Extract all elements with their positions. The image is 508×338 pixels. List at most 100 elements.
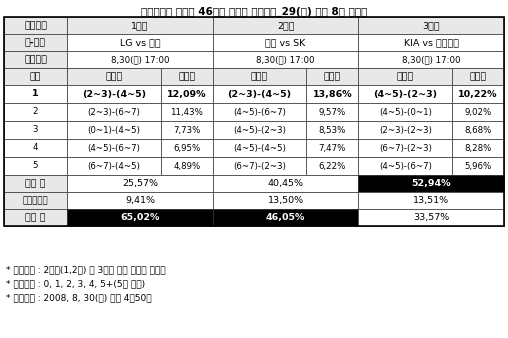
- Bar: [358, 34, 504, 51]
- Bar: [4, 68, 67, 85]
- Bar: [452, 121, 504, 139]
- Text: 52,94%: 52,94%: [411, 179, 451, 188]
- Bar: [4, 34, 67, 51]
- Bar: [306, 68, 358, 85]
- Bar: [452, 157, 504, 175]
- Bar: [306, 121, 358, 139]
- Bar: [161, 157, 213, 175]
- Bar: [213, 103, 306, 121]
- Bar: [306, 157, 358, 175]
- Bar: [213, 85, 306, 103]
- Text: (0~1)-(4~5): (0~1)-(4~5): [87, 125, 140, 135]
- Bar: [4, 121, 67, 139]
- Bar: [67, 34, 213, 51]
- Bar: [452, 139, 504, 157]
- Text: 경기일시: 경기일시: [24, 55, 47, 64]
- Text: 2경기: 2경기: [277, 21, 294, 30]
- Text: 25,57%: 25,57%: [122, 179, 158, 188]
- Bar: [358, 157, 452, 175]
- Text: 홈-원정: 홈-원정: [25, 38, 46, 47]
- Bar: [213, 157, 306, 175]
- Bar: [358, 51, 504, 68]
- Text: (2~3)-(4~5): (2~3)-(4~5): [228, 90, 292, 98]
- Text: * 게임방식 : 2경기(1,2번) 및 3경기 최종 스코어 맞히기: * 게임방식 : 2경기(1,2번) 및 3경기 최종 스코어 맞히기: [6, 265, 166, 274]
- Bar: [67, 51, 213, 68]
- Bar: [213, 17, 358, 34]
- Text: 투표율: 투표율: [469, 72, 487, 81]
- Bar: [67, 209, 213, 226]
- Text: 8,30(토) 17:00: 8,30(토) 17:00: [257, 55, 315, 64]
- Text: 8,53%: 8,53%: [319, 125, 346, 135]
- Text: (2~3)-(2~3): (2~3)-(2~3): [379, 125, 432, 135]
- Text: (4~5)-(6~7): (4~5)-(6~7): [379, 162, 432, 170]
- Bar: [161, 85, 213, 103]
- Bar: [4, 17, 504, 226]
- Text: 같은점수대: 같은점수대: [23, 196, 48, 205]
- Text: 한화 vs SK: 한화 vs SK: [266, 38, 306, 47]
- Text: 7,47%: 7,47%: [319, 144, 346, 152]
- Text: LG vs 두산: LG vs 두산: [120, 38, 161, 47]
- Text: 40,45%: 40,45%: [268, 179, 304, 188]
- Bar: [4, 209, 67, 226]
- Text: 투표율: 투표율: [324, 72, 341, 81]
- Bar: [213, 192, 358, 209]
- Text: 9,02%: 9,02%: [464, 107, 492, 117]
- Text: 6,95%: 6,95%: [173, 144, 201, 152]
- Text: 7,73%: 7,73%: [173, 125, 201, 135]
- Text: 13,86%: 13,86%: [312, 90, 352, 98]
- Text: 1경기: 1경기: [131, 21, 149, 30]
- Bar: [358, 103, 452, 121]
- Bar: [67, 121, 161, 139]
- Bar: [161, 139, 213, 157]
- Text: (6~7)-(4~5): (6~7)-(4~5): [87, 162, 140, 170]
- Text: (6~7)-(2~3): (6~7)-(2~3): [233, 162, 286, 170]
- Text: 6,22%: 6,22%: [319, 162, 346, 170]
- Text: 홈팀 승: 홈팀 승: [25, 179, 46, 188]
- Bar: [358, 85, 452, 103]
- Text: (4~5)-(6~7): (4~5)-(6~7): [233, 107, 286, 117]
- Text: 8,30(토) 17:00: 8,30(토) 17:00: [402, 55, 460, 64]
- Bar: [67, 175, 213, 192]
- Bar: [4, 139, 67, 157]
- Text: * 표기방식 : 0, 1, 2, 3, 4, 5+(5점 이상): * 표기방식 : 0, 1, 2, 3, 4, 5+(5점 이상): [6, 279, 145, 288]
- Text: 5: 5: [33, 162, 38, 170]
- Bar: [4, 175, 67, 192]
- Bar: [213, 51, 358, 68]
- Bar: [306, 103, 358, 121]
- Text: (4~5)-(0~1): (4~5)-(0~1): [379, 107, 432, 117]
- Text: 경기번호: 경기번호: [24, 21, 47, 30]
- Text: 11,43%: 11,43%: [170, 107, 203, 117]
- Bar: [452, 85, 504, 103]
- Bar: [67, 68, 161, 85]
- Bar: [358, 68, 452, 85]
- Bar: [452, 103, 504, 121]
- Text: 4,89%: 4,89%: [173, 162, 201, 170]
- Text: 점수대: 점수대: [251, 72, 268, 81]
- Text: (4~5)-(4~5): (4~5)-(4~5): [233, 144, 286, 152]
- Text: (4~5)-(2~3): (4~5)-(2~3): [373, 90, 437, 98]
- Text: 점수대: 점수대: [105, 72, 122, 81]
- Text: 4: 4: [33, 144, 38, 152]
- Text: 《아구토토 스페셜 46회차 투표율 중간집계_29(금) 오전 8시 현재》: 《아구토토 스페셜 46회차 투표율 중간집계_29(금) 오전 8시 현재》: [141, 7, 367, 17]
- Text: 13,51%: 13,51%: [413, 196, 449, 205]
- Text: 10,22%: 10,22%: [458, 90, 498, 98]
- Bar: [67, 157, 161, 175]
- Text: (2~3)-(4~5): (2~3)-(4~5): [82, 90, 146, 98]
- Bar: [4, 85, 67, 103]
- Bar: [358, 175, 504, 192]
- Bar: [213, 209, 358, 226]
- Bar: [213, 121, 306, 139]
- Text: 9,41%: 9,41%: [125, 196, 155, 205]
- Text: 8,30(토) 17:00: 8,30(토) 17:00: [111, 55, 169, 64]
- Text: 순위: 순위: [30, 72, 41, 81]
- Bar: [161, 103, 213, 121]
- Bar: [358, 192, 504, 209]
- Text: 13,50%: 13,50%: [268, 196, 304, 205]
- Bar: [4, 103, 67, 121]
- Bar: [161, 121, 213, 139]
- Bar: [213, 175, 358, 192]
- Text: 1: 1: [33, 90, 39, 98]
- Bar: [67, 103, 161, 121]
- Bar: [306, 85, 358, 103]
- Bar: [213, 68, 306, 85]
